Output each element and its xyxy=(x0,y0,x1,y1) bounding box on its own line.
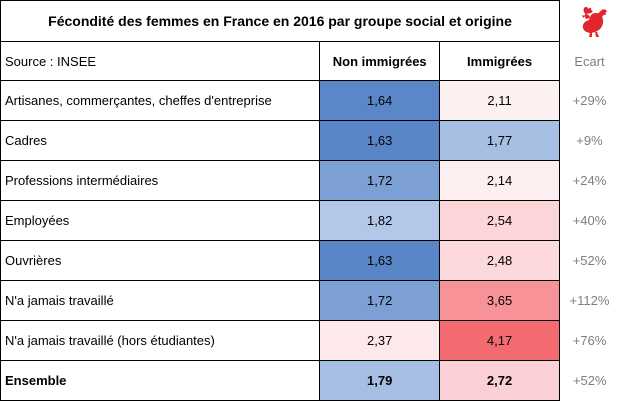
cell-immigrees: 2,11 xyxy=(439,80,560,121)
total-label: Ensemble xyxy=(0,360,321,401)
row-label: Ouvrières xyxy=(0,240,321,281)
row-label: Professions intermédiaires xyxy=(0,160,321,201)
cell-ecart: +24% xyxy=(572,173,607,188)
col-header-immigrees: Immigrées xyxy=(439,41,560,81)
cell-non-immigrees: 1,63 xyxy=(319,120,441,161)
cell-ecart: +40% xyxy=(572,213,607,228)
rooster-icon xyxy=(582,6,607,37)
cell-non-immigrees: 2,37 xyxy=(319,320,441,361)
row-label: Artisanes, commerçantes, cheffes d'entre… xyxy=(0,80,321,121)
cell-non-immigrees: 1,82 xyxy=(319,200,441,241)
total-ecart: +52% xyxy=(572,373,607,388)
table-row: N'a jamais travaillé (hors étudiantes) 2… xyxy=(0,320,620,361)
cell-ecart: +52% xyxy=(572,253,607,268)
row-label: N'a jamais travaillé (hors étudiantes) xyxy=(0,320,321,361)
table-row: Cadres 1,63 1,77 +9% xyxy=(0,120,620,161)
cell-immigrees: 2,54 xyxy=(439,200,560,241)
cell-ecart: +9% xyxy=(576,133,603,148)
cell-non-immigrees: 1,72 xyxy=(319,160,441,201)
table-row: Ouvrières 1,63 2,48 +52% xyxy=(0,240,620,281)
cell-immigrees: 3,65 xyxy=(439,280,560,321)
cell-immigrees: 1,77 xyxy=(439,120,560,161)
cell-non-immigrees: 1,63 xyxy=(319,240,441,281)
total-immigrees: 2,72 xyxy=(439,360,560,401)
cell-immigrees: 2,14 xyxy=(439,160,560,201)
table-row: Employées 1,82 2,54 +40% xyxy=(0,200,620,241)
cell-ecart: +76% xyxy=(572,333,607,348)
cell-immigrees: 2,48 xyxy=(439,240,560,281)
cell-non-immigrees: 1,64 xyxy=(319,80,441,121)
total-non-immigrees: 1,79 xyxy=(319,360,441,401)
data-table: Source : INSEE Non immigrées Immigrées E… xyxy=(0,41,620,401)
cell-ecart: +29% xyxy=(572,93,607,108)
col-header-ecart: Ecart xyxy=(574,53,605,69)
table-title: Fécondité des femmes en France en 2016 p… xyxy=(0,0,560,42)
cell-non-immigrees: 1,72 xyxy=(319,280,441,321)
table-total-row: Ensemble 1,79 2,72 +52% xyxy=(0,360,620,401)
source-cell: Source : INSEE xyxy=(0,41,321,81)
table-row: N'a jamais travaillé 1,72 3,65 +112% xyxy=(0,280,620,321)
row-label: Employées xyxy=(0,200,321,241)
table-row: Professions intermédiaires 1,72 2,14 +24… xyxy=(0,160,620,201)
row-label: Cadres xyxy=(0,120,321,161)
col-header-non-immigrees: Non immigrées xyxy=(319,41,441,81)
row-label: N'a jamais travaillé xyxy=(0,280,321,321)
cell-immigrees: 4,17 xyxy=(439,320,560,361)
cell-ecart: +112% xyxy=(569,293,610,308)
table-row: Artisanes, commerçantes, cheffes d'entre… xyxy=(0,80,620,121)
table-header-row: Source : INSEE Non immigrées Immigrées E… xyxy=(0,41,620,81)
